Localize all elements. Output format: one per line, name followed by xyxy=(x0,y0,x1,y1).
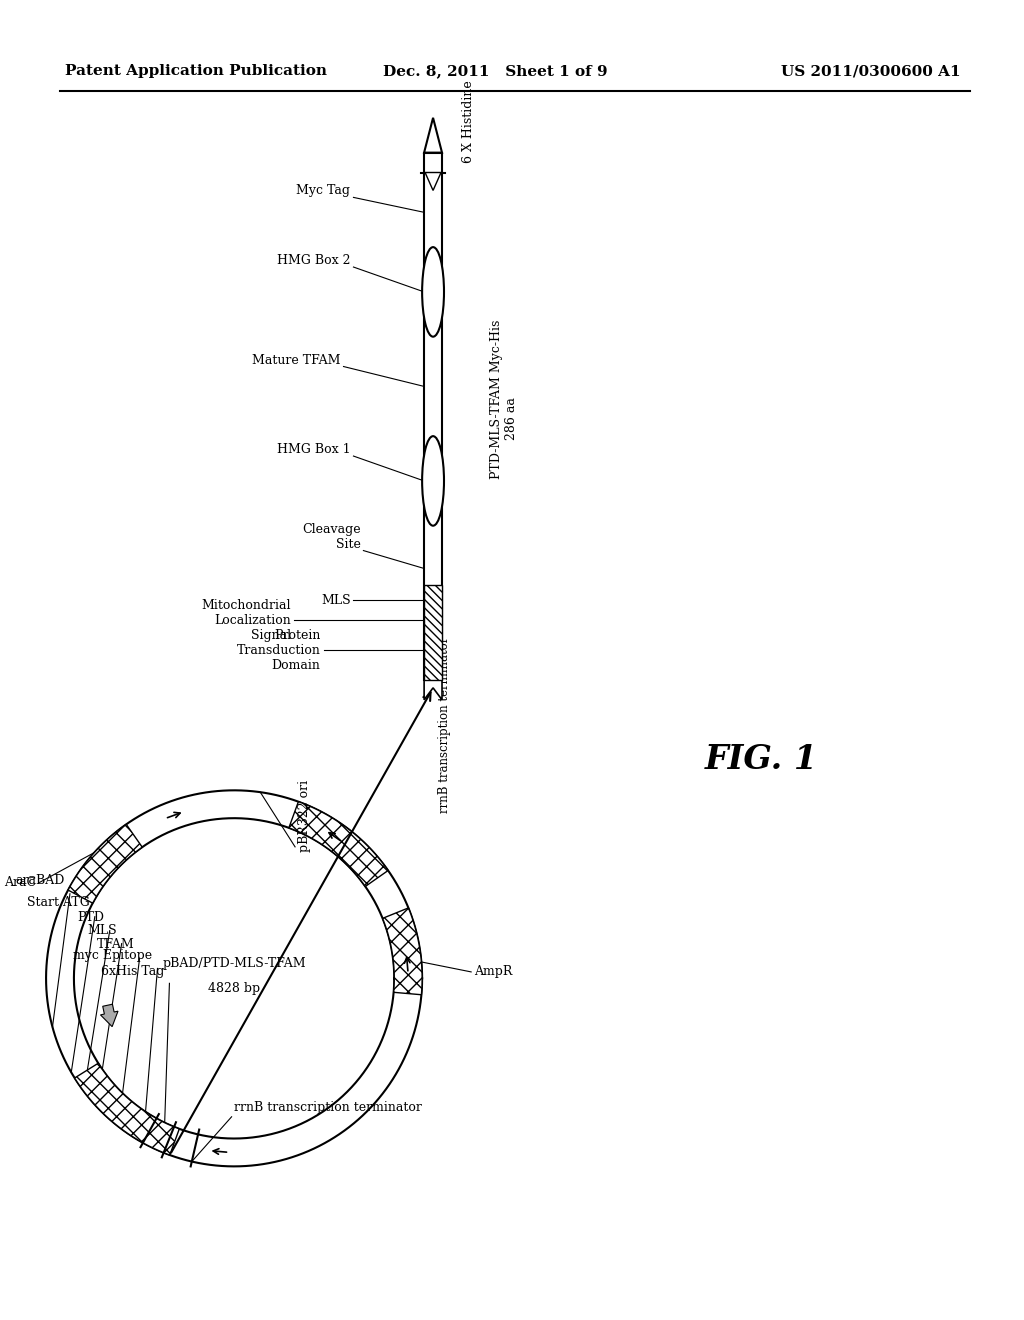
Text: myc Epitope: myc Epitope xyxy=(74,949,153,962)
Text: 286 aa: 286 aa xyxy=(505,397,518,440)
Text: MLS: MLS xyxy=(87,924,117,937)
FancyArrow shape xyxy=(100,1005,118,1027)
Bar xyxy=(424,153,442,680)
Polygon shape xyxy=(383,908,422,995)
Polygon shape xyxy=(75,1063,179,1155)
Text: pBR322 ori: pBR322 ori xyxy=(298,780,311,851)
Text: TFAM: TFAM xyxy=(97,939,134,952)
Polygon shape xyxy=(424,117,442,153)
Text: rrnB transcription terminator: rrnB transcription terminator xyxy=(233,1101,422,1114)
Text: araBAD: araBAD xyxy=(15,874,65,887)
Text: FIG. 1: FIG. 1 xyxy=(705,743,818,776)
Text: 4828 bp: 4828 bp xyxy=(208,982,260,995)
Ellipse shape xyxy=(422,247,444,337)
Text: 6xHis Tag: 6xHis Tag xyxy=(101,965,165,978)
Text: Protein
Transduction
Domain: Protein Transduction Domain xyxy=(237,628,321,672)
Text: rrnB transcription terminator: rrnB transcription terminator xyxy=(438,636,451,813)
Text: Mature TFAM: Mature TFAM xyxy=(252,354,341,367)
Text: Cleavage
Site: Cleavage Site xyxy=(302,523,360,550)
Bar xyxy=(424,585,442,680)
Text: Myc Tag: Myc Tag xyxy=(297,185,350,198)
Ellipse shape xyxy=(422,436,444,525)
Text: Mitochondrial
Localization
Signal: Mitochondrial Localization Signal xyxy=(202,599,291,642)
Polygon shape xyxy=(289,801,388,887)
Text: Dec. 8, 2011   Sheet 1 of 9: Dec. 8, 2011 Sheet 1 of 9 xyxy=(383,65,608,78)
Text: AraC: AraC xyxy=(4,876,37,888)
Text: PTD-MLS-TFAM Myc-His: PTD-MLS-TFAM Myc-His xyxy=(490,319,503,479)
Text: Patent Application Publication: Patent Application Publication xyxy=(65,65,327,78)
Text: HMG Box 2: HMG Box 2 xyxy=(276,253,350,267)
Polygon shape xyxy=(46,791,422,1167)
Text: pBAD/PTD-MLS-TFAM: pBAD/PTD-MLS-TFAM xyxy=(162,957,306,970)
Text: HMG Box 1: HMG Box 1 xyxy=(276,444,350,455)
Text: PTD: PTD xyxy=(78,911,104,924)
Text: 6 X Histidine: 6 X Histidine xyxy=(462,79,475,162)
Polygon shape xyxy=(425,173,441,190)
Polygon shape xyxy=(424,680,442,700)
Polygon shape xyxy=(68,824,142,903)
Text: Start ATG: Start ATG xyxy=(27,896,90,908)
Text: MLS: MLS xyxy=(321,594,350,607)
Text: AmpR: AmpR xyxy=(474,965,512,978)
Text: US 2011/0300600 A1: US 2011/0300600 A1 xyxy=(780,65,961,78)
